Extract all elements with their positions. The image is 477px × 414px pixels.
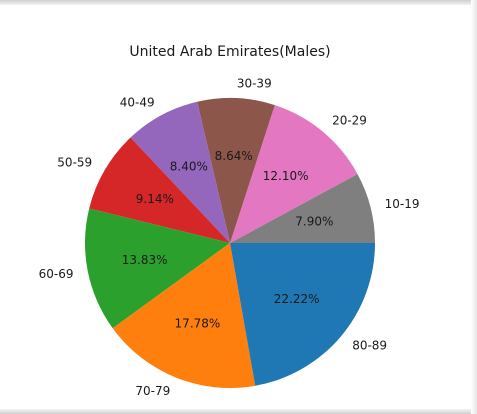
slice-percent-label: 12.10%	[263, 169, 309, 183]
pie-slice-40-49	[130, 101, 230, 243]
slice-percent-label: 8.64%	[215, 149, 253, 163]
pie-slice-80-89	[230, 243, 375, 386]
window-right-edge	[471, 0, 477, 414]
slice-percent-label: 13.83%	[122, 253, 168, 267]
slice-percent-label: 9.14%	[136, 192, 174, 206]
pie-slice-30-39	[197, 98, 275, 243]
slice-percent-label: 17.78%	[175, 317, 221, 331]
pie-slice-50-59	[89, 137, 230, 243]
slice-percent-label: 22.22%	[274, 292, 320, 306]
slice-category-label: 30-39	[237, 77, 272, 91]
pie-slices	[85, 98, 375, 389]
slice-category-label: 50-59	[57, 156, 92, 170]
pie-slice-60-69	[85, 208, 230, 329]
pie-slice-70-79	[112, 243, 256, 389]
slice-category-label: 10-19	[385, 197, 420, 211]
pie-labels: 7.90% 10-19 12.10% 20-29 8.64% 30-39 8.40% 40-4…	[39, 77, 420, 398]
slice-percent-label: 7.90%	[295, 215, 333, 229]
slice-category-label: 20-29	[332, 113, 367, 127]
window-top-edge	[0, 0, 477, 5]
pie-slice-20-29	[230, 105, 358, 243]
slice-category-label: 80-89	[352, 339, 387, 353]
slice-category-label: 60-69	[39, 267, 74, 281]
slice-percent-label: 8.40%	[170, 159, 208, 173]
slice-category-label: 70-79	[135, 384, 170, 398]
window-bottom-edge	[0, 409, 477, 414]
slice-category-label: 40-49	[120, 95, 155, 109]
chart-title: United Arab Emirates(Males)	[129, 44, 330, 60]
pie-slice-10-19	[230, 173, 375, 243]
